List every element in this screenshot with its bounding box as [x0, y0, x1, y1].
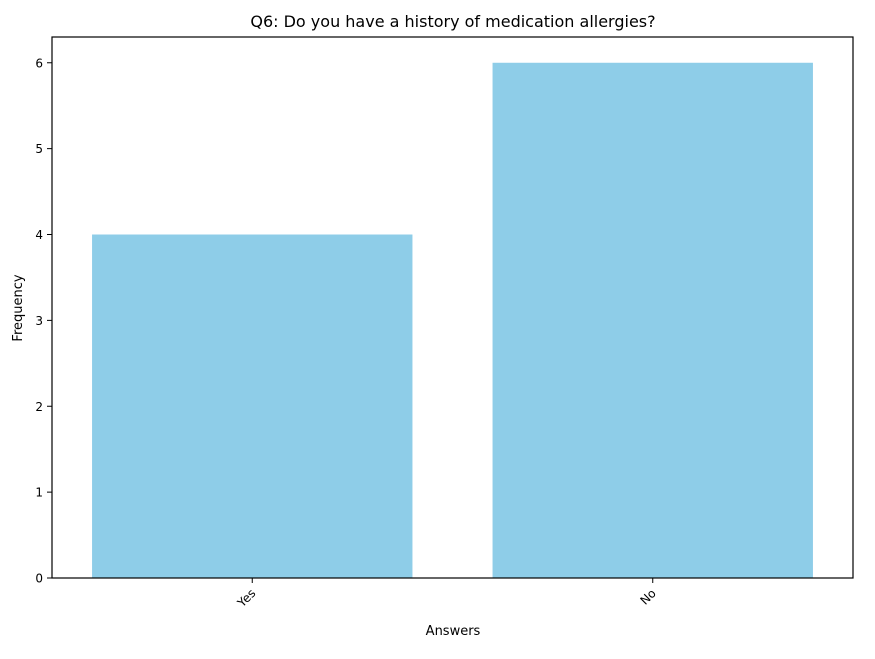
x-axis-label: Answers [426, 624, 481, 639]
y-tick-label: 1 [35, 486, 43, 500]
y-tick-label: 4 [35, 228, 43, 242]
y-tick-label: 3 [35, 314, 43, 328]
x-tick-label: No [637, 586, 658, 607]
y-tick-label: 0 [35, 572, 43, 586]
y-axis-label: Frequency [11, 274, 26, 341]
y-tick-label: 6 [35, 56, 43, 70]
bar-yes [92, 234, 413, 578]
bar-no [492, 62, 813, 579]
plot-frame [51, 36, 854, 579]
y-tick-label: 5 [35, 142, 43, 156]
y-tick-label: 2 [35, 400, 43, 414]
x-tick-label: Yes [234, 586, 258, 610]
chart-title: Q6: Do you have a history of medication … [250, 12, 655, 31]
plot-area: Yes No 0 1 2 3 4 5 6 [35, 56, 813, 611]
